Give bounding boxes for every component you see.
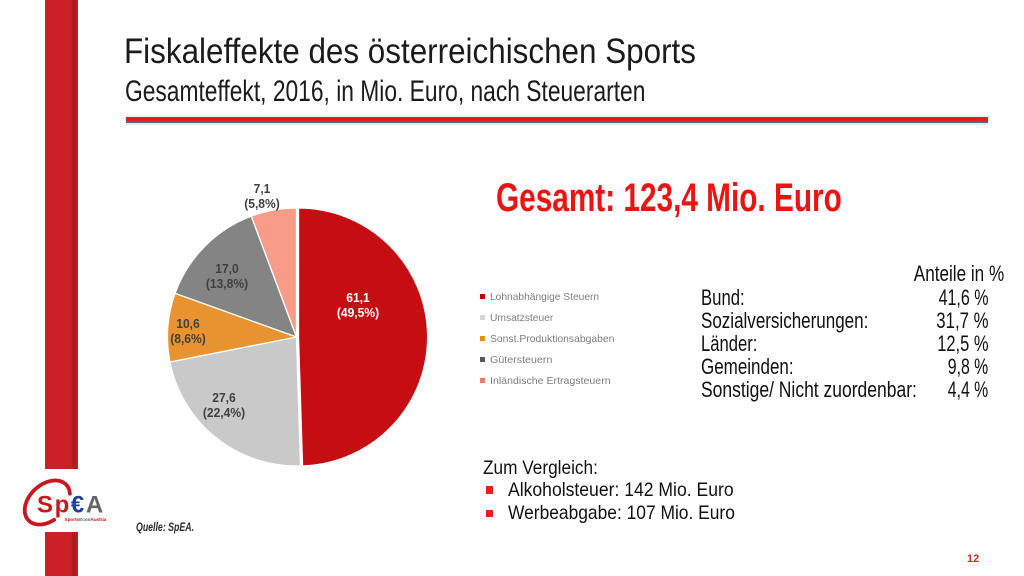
svg-text:SportsEconAustria: SportsEconAustria	[65, 517, 107, 523]
svg-text:Sp€A: Sp€A	[37, 492, 105, 519]
